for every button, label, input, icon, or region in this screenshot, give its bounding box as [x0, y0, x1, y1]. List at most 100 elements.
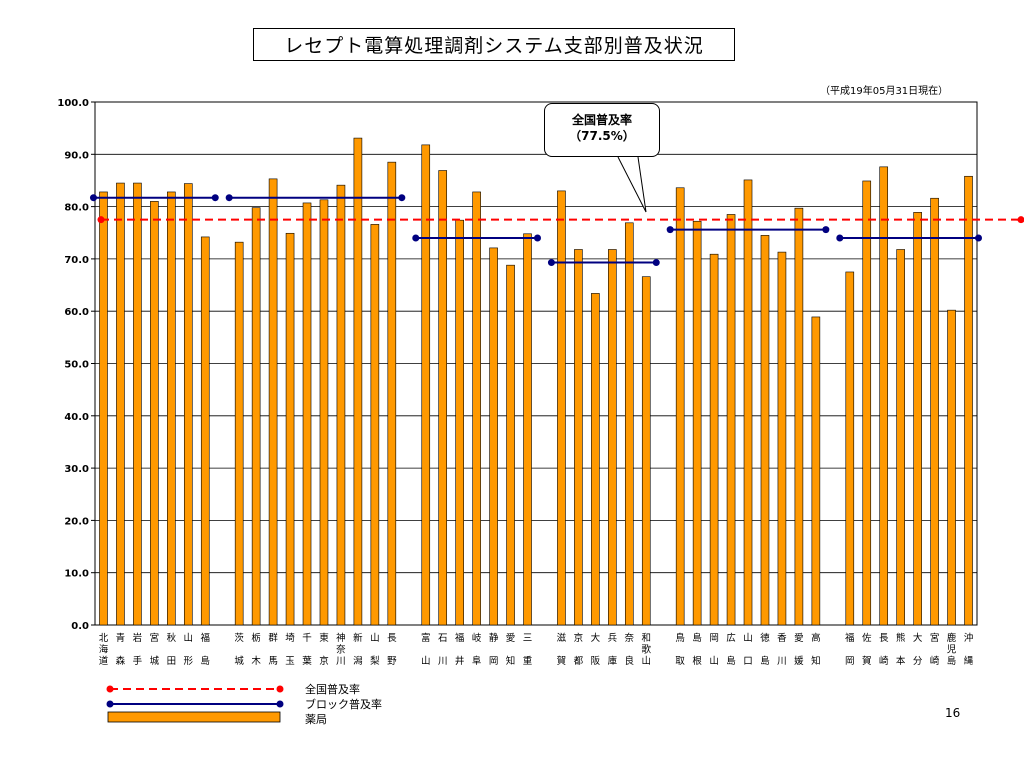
x-tick-label: 愛 — [506, 632, 516, 644]
bar — [506, 264, 515, 626]
x-tick-label: 福 — [455, 632, 465, 644]
bar — [336, 184, 346, 626]
bar — [862, 180, 872, 626]
block-rate-marker — [652, 259, 660, 267]
bar — [964, 175, 973, 626]
bar — [777, 251, 787, 626]
x-tick-label: 愛 — [794, 632, 804, 644]
x-tick-label: 島 — [947, 655, 957, 667]
callout-label: 全国普及率 — [571, 113, 632, 127]
x-tick-label: 賀 — [862, 655, 872, 667]
x-tick-label: 井 — [455, 655, 465, 667]
y-tick-label: 80.0 — [64, 203, 89, 214]
chart-title: レセプト電算処理調剤システム支部別普及状況 — [253, 28, 735, 61]
x-tick-label: 秋 — [167, 632, 177, 644]
y-tick-label: 10.0 — [64, 569, 89, 580]
x-tick-label: 本 — [896, 655, 906, 667]
x-tick-label: 山 — [370, 633, 380, 644]
bar — [692, 220, 702, 626]
x-tick-label: 阜 — [472, 655, 482, 667]
bar — [370, 224, 380, 626]
x-tick-label: 岐 — [472, 632, 482, 644]
bar — [251, 207, 261, 626]
bar — [574, 249, 583, 626]
bar — [387, 161, 397, 626]
x-tick-label: 重 — [523, 655, 533, 667]
x-tick-label: 歌 — [641, 644, 651, 656]
block-rate-marker — [412, 234, 420, 242]
x-tick-label: 滋 — [557, 632, 567, 644]
bar — [760, 235, 770, 626]
bar — [319, 199, 329, 626]
x-tick-label: 長 — [879, 633, 889, 644]
bar — [472, 191, 481, 626]
x-tick-label: 島 — [200, 655, 210, 667]
x-tick-label: 山 — [421, 656, 431, 667]
x-tick-label: 島 — [692, 632, 702, 644]
x-tick-label: 広 — [726, 632, 736, 644]
block-rate-marker — [89, 194, 97, 202]
x-tick-label: 知 — [506, 655, 516, 667]
legend-pharmacy-swatch — [107, 711, 281, 723]
x-tick-label: 海 — [99, 644, 109, 656]
y-tick-label: 60.0 — [64, 307, 89, 318]
x-tick-label: 京 — [574, 632, 584, 644]
x-tick-label: 兵 — [608, 632, 618, 644]
bar — [353, 137, 363, 626]
x-tick-label: 川 — [777, 656, 787, 667]
x-tick-label: 北 — [99, 633, 109, 644]
bar — [116, 182, 125, 626]
x-tick-label: 群 — [268, 632, 278, 644]
x-tick-label: 媛 — [794, 655, 804, 667]
bar — [455, 219, 464, 626]
x-tick-label: 静 — [489, 632, 499, 644]
x-tick-label: 和 — [641, 633, 651, 644]
x-tick-label: 岡 — [709, 633, 719, 644]
x-tick-label: 玉 — [285, 656, 295, 667]
x-tick-label: 島 — [726, 655, 736, 667]
x-tick-label: 城 — [234, 656, 244, 667]
block-rate-marker — [836, 234, 844, 242]
national-rate-marker — [97, 216, 105, 224]
x-tick-label: 木 — [251, 655, 261, 667]
bar — [167, 191, 176, 626]
x-tick-label: 賀 — [557, 655, 567, 667]
callout-pointer — [617, 156, 647, 213]
x-tick-label: 栃 — [251, 632, 261, 644]
x-tick-label: 川 — [336, 656, 346, 667]
x-tick-label: 香 — [777, 633, 787, 644]
block-rate-marker — [822, 226, 830, 234]
national-rate-marker — [1017, 216, 1024, 224]
x-tick-label: 山 — [184, 633, 194, 644]
y-tick-label: 90.0 — [64, 150, 89, 161]
x-tick-label: 千 — [302, 633, 312, 644]
legend-national-marker — [106, 685, 114, 693]
bar — [200, 236, 210, 626]
x-tick-label: 崎 — [879, 655, 889, 667]
x-tick-label: 奈 — [625, 632, 635, 644]
x-tick-label: 良 — [625, 655, 635, 667]
x-tick-label: 山 — [743, 633, 753, 644]
x-tick-label: 田 — [167, 656, 177, 667]
legend-national-marker — [276, 685, 284, 693]
x-tick-label: 新 — [353, 632, 363, 644]
x-tick-label: 手 — [133, 655, 143, 667]
y-tick-label: 20.0 — [64, 516, 89, 527]
x-tick-label: 川 — [438, 656, 448, 667]
block-rate-marker — [975, 234, 983, 242]
x-tick-label: 埼 — [285, 632, 295, 644]
bar — [99, 191, 108, 626]
legend-national-label: 全国普及率 — [305, 683, 360, 696]
bar — [794, 207, 804, 626]
block-rate-marker — [547, 259, 555, 267]
x-tick-label: 梨 — [370, 655, 380, 667]
x-tick-label: 根 — [692, 655, 702, 667]
bar — [285, 232, 295, 626]
x-tick-label: 神 — [336, 632, 346, 644]
page-number: 16 — [945, 706, 961, 720]
x-tick-label: 岡 — [489, 656, 499, 667]
y-tick-label: 0.0 — [71, 621, 89, 632]
x-tick-label: 熊 — [896, 632, 906, 644]
x-tick-label: 大 — [591, 632, 601, 644]
